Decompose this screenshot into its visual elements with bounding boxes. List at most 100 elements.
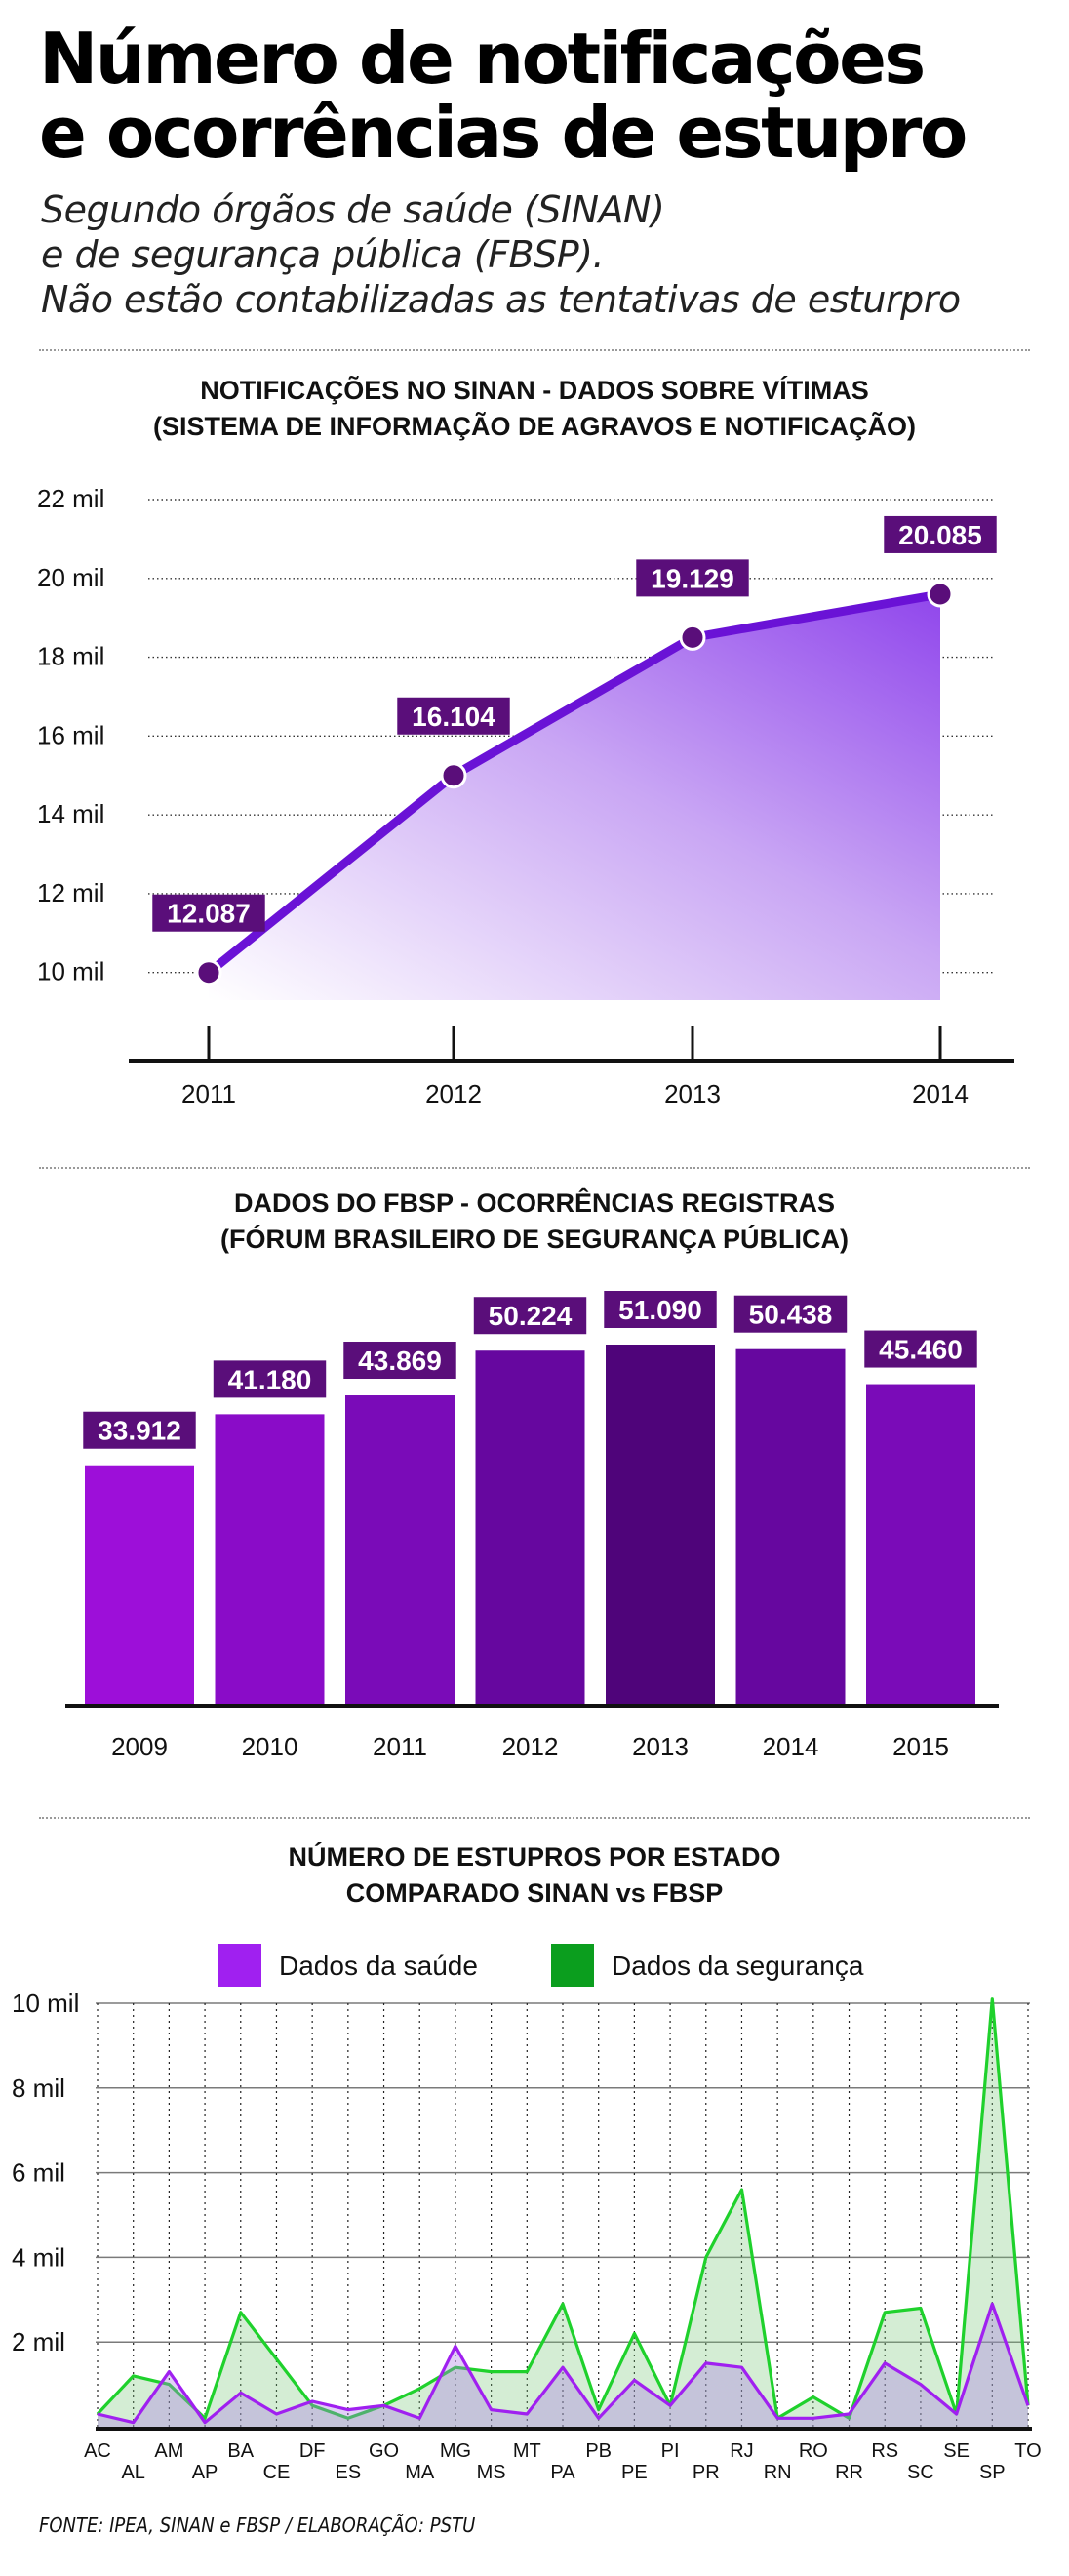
chart3-x-tick-label: MG	[440, 2440, 471, 2462]
state-comparison-chart: NÚMERO DE ESTUPROS POR ESTADO COMPARADO …	[12, 1841, 1042, 2483]
chart2-data-label-box	[864, 1330, 977, 1368]
chart2-title-line-1: DADOS DO FBSP - OCORRÊNCIAS REGISTRAS	[234, 1187, 835, 1218]
chart1-data-label-box	[397, 697, 510, 735]
chart2-x-tick-label: 2011	[373, 1732, 427, 1761]
chart2-data-label: 33.912	[98, 1416, 181, 1446]
chart3-x-tick-label: RN	[764, 2462, 792, 2483]
chart1-y-tick-label: 10 mil	[37, 957, 104, 986]
chart2-data-label: 41.180	[228, 1364, 312, 1394]
chart2-data-label: 50.438	[749, 1300, 833, 1330]
chart3-x-tick-label: SE	[943, 2440, 970, 2462]
chart1-x-tick-label: 2013	[664, 1079, 721, 1108]
chart2-data-label: 50.224	[489, 1301, 573, 1331]
chart1-data-point	[195, 959, 222, 986]
sinan-line-chart: NOTIFICAÇÕES NO SINAN - DADOS SOBRE VÍTI…	[37, 375, 1014, 1108]
chart3-x-tick-label: CE	[263, 2462, 291, 2483]
chart3-y-tick-label: 10 mil	[12, 1989, 79, 2018]
chart2-bar	[606, 1345, 715, 1704]
source-note: FONTE: IPEA, SINAN e FBSP / ELABORAÇÃO: …	[39, 2514, 476, 2537]
chart1-area-fill	[209, 593, 940, 1000]
chart1-x-tick-label: 2012	[425, 1079, 482, 1108]
chart3-x-tick-label: SC	[907, 2462, 934, 2483]
chart3-x-tick-label: AC	[84, 2440, 111, 2462]
chart3-security-line	[96, 1997, 1030, 2420]
chart1-y-tick-label: 20 mil	[37, 563, 104, 592]
chart1-data-point	[679, 624, 706, 651]
chart3-x-tick-label: BA	[227, 2440, 254, 2462]
chart3-health-line	[97, 2302, 1030, 2425]
chart2-bar	[735, 1348, 846, 1704]
chart2-x-tick-label: 2009	[111, 1732, 168, 1761]
chart2-x-tick-label: 2015	[892, 1732, 949, 1761]
chart3-x-tick-label: DF	[299, 2440, 326, 2462]
chart3-x-tick-label: RJ	[730, 2440, 753, 2462]
chart2-data-label-box	[83, 1411, 196, 1449]
chart3-x-tick-label: AP	[192, 2462, 218, 2483]
chart1-data-point	[927, 581, 954, 608]
subtitle-line-3: Não estão contabilizadas as tentativas d…	[41, 278, 961, 321]
chart1-title-line-2: (SISTEMA DE INFORMAÇÃO DE AGRAVOS E NOTI…	[153, 411, 916, 441]
chart3-x-tick-label: PR	[693, 2462, 720, 2483]
title-line-1: Número de notificações	[39, 18, 926, 100]
infographic-title: Número de notificações e ocorrências de …	[39, 21, 1034, 170]
fbsp-bar-chart: DADOS DO FBSP - OCORRÊNCIAS REGISTRAS (F…	[65, 1187, 999, 1761]
chart1-y-tick-label: 16 mil	[37, 720, 104, 749]
chart2-x-tick-label: 2013	[632, 1732, 689, 1761]
chart1-data-label: 16.104	[412, 702, 495, 732]
chart2-title-line-2: (FÓRUM BRASILEIRO DE SEGURANÇA PÚBLICA)	[220, 1224, 849, 1254]
chart2-data-label: 45.460	[879, 1335, 963, 1365]
chart1-x-tick-label: 2011	[181, 1079, 236, 1108]
chart3-x-tick-label: TO	[1014, 2440, 1041, 2462]
chart2-bar	[85, 1465, 194, 1704]
chart2-data-label-box	[604, 1291, 717, 1328]
chart2-x-tick-label: 2012	[502, 1732, 559, 1761]
section-divider	[39, 1167, 1030, 1169]
chart3-x-tick-label: PB	[585, 2440, 612, 2462]
chart2-data-label-box	[213, 1360, 327, 1398]
chart2-x-tick-label: 2010	[242, 1732, 298, 1761]
chart3-security-area	[98, 1998, 1028, 2427]
chart1-y-tick-label: 18 mil	[37, 642, 104, 671]
chart2-data-label-box	[733, 1295, 848, 1333]
title-line-2: e ocorrências de estupro	[39, 92, 968, 174]
chart2-data-label-box	[343, 1342, 456, 1380]
chart1-data-point	[440, 762, 467, 789]
chart1-data-label: 20.085	[898, 520, 982, 550]
chart3-x-tick-label: SP	[979, 2462, 1006, 2483]
section-divider	[39, 1817, 1030, 1819]
chart2-data-label: 51.090	[618, 1295, 702, 1325]
chart3-x-tick-label: RS	[871, 2440, 898, 2462]
chart2-bar	[866, 1384, 975, 1704]
chart3-health-area	[98, 2304, 1028, 2427]
infographic-subtitle: Segundo órgãos de saúde (SINAN) e de seg…	[41, 187, 1036, 322]
chart2-data-label-box	[473, 1297, 587, 1335]
chart1-y-tick-label: 22 mil	[37, 484, 104, 513]
chart3-x-tick-label: MA	[405, 2462, 435, 2483]
chart2-data-label: 43.869	[358, 1346, 442, 1376]
chart3-y-tick-label: 6 mil	[12, 2158, 65, 2188]
section-divider	[39, 349, 1030, 351]
chart2-bar	[475, 1350, 585, 1704]
subtitle-line-2: e de segurança pública (FBSP).	[41, 233, 605, 276]
chart1-data-label-box	[636, 559, 749, 597]
chart3-x-tick-label: ES	[336, 2462, 362, 2483]
chart3-x-tick-label: RO	[799, 2440, 828, 2462]
legend-swatch-security	[551, 1944, 594, 1987]
chart1-data-label-box	[884, 515, 997, 553]
chart3-x-tick-label: MS	[477, 2462, 506, 2483]
legend-swatch-health	[218, 1944, 261, 1987]
chart1-x-tick-label: 2014	[912, 1079, 969, 1108]
chart3-y-tick-label: 2 mil	[12, 2327, 65, 2356]
chart3-x-tick-label: PE	[621, 2462, 648, 2483]
legend-label-security: Dados da segurança	[612, 1951, 864, 1981]
chart3-x-tick-label: GO	[369, 2440, 399, 2462]
chart3-x-tick-label: RR	[835, 2462, 863, 2483]
chart3-y-tick-label: 8 mil	[12, 2073, 65, 2103]
chart2-bar	[345, 1395, 455, 1704]
chart3-x-tick-label: MT	[513, 2440, 541, 2462]
chart3-x-tick-label: AL	[121, 2462, 144, 2483]
chart1-data-label: 19.129	[651, 563, 734, 593]
legend-label-health: Dados da saúde	[279, 1951, 478, 1981]
chart3-title-line-1: NÚMERO DE ESTUPROS POR ESTADO	[288, 1841, 780, 1872]
chart3-x-tick-label: AM	[154, 2440, 183, 2462]
